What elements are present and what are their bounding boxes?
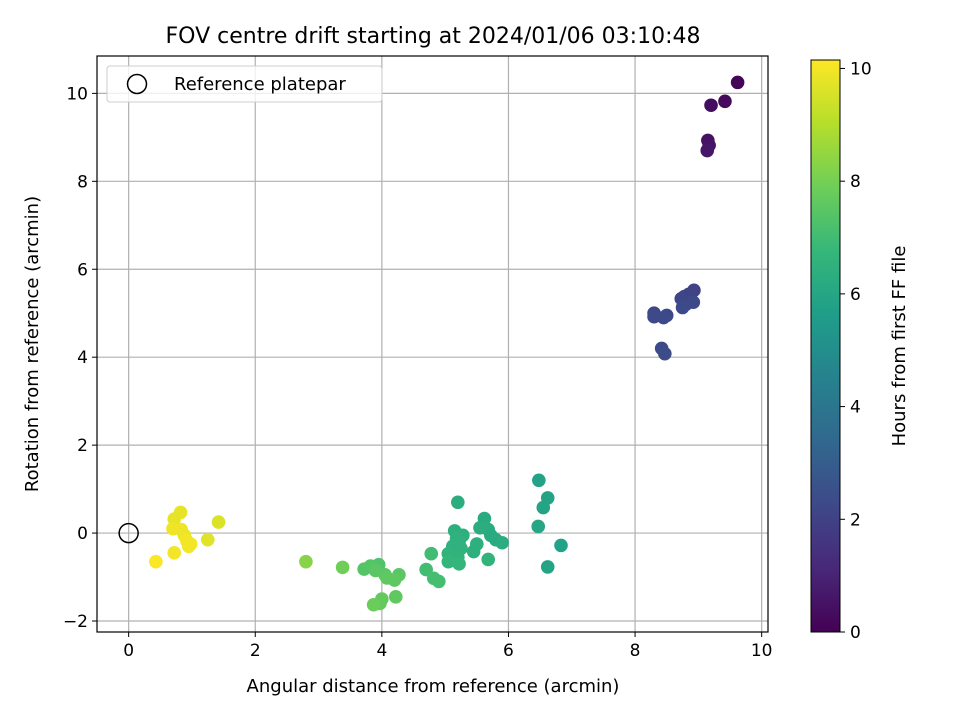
data-point — [452, 557, 466, 571]
data-point — [730, 75, 745, 90]
colorbar-gradient — [810, 59, 841, 633]
y-tick-label: 8 — [77, 172, 88, 192]
x-tick-label: 6 — [503, 641, 514, 661]
y-tick-label: 2 — [77, 436, 88, 456]
data-point — [481, 552, 496, 567]
axis-ticks: 0 2 4 6 8 10 −2 0 2 4 6 8 10 — [63, 84, 773, 661]
colorbar-tick-label: 0 — [850, 623, 861, 643]
legend-box — [106, 65, 383, 103]
data-point — [149, 554, 163, 569]
data-point — [532, 473, 546, 488]
data-point — [531, 519, 546, 534]
y-tick-label: 10 — [66, 84, 88, 104]
x-tick-label: 8 — [630, 641, 641, 661]
data-point — [335, 560, 350, 575]
legend-entry-reference-platepar: Reference platepar — [174, 74, 346, 95]
x-tick-label: 10 — [751, 641, 773, 661]
data-point — [495, 535, 509, 550]
data-point — [211, 515, 226, 529]
legend-reference-marker — [126, 73, 148, 95]
data-point — [441, 554, 456, 569]
x-tick-label: 2 — [250, 641, 261, 661]
colorbar-ticks: 0 2 4 6 8 10 — [840, 59, 872, 643]
x-tick-label: 4 — [376, 641, 387, 661]
data-point — [704, 98, 718, 113]
colorbar-tick-label: 4 — [850, 398, 861, 418]
x-tick-label: 0 — [123, 641, 134, 661]
data-point — [181, 539, 196, 554]
data-point — [536, 500, 551, 515]
data-points — [118, 75, 745, 612]
data-point — [686, 295, 701, 310]
chart-title: FOV centre drift starting at 2024/01/06 … — [166, 24, 701, 49]
data-point — [299, 554, 313, 569]
data-point — [357, 562, 371, 576]
x-axis-label: Angular distance from reference (arcmin) — [247, 676, 620, 697]
data-point — [451, 495, 465, 510]
colorbar-label: Hours from first FF file — [889, 246, 910, 447]
data-point — [656, 310, 671, 325]
colorbar-tick-label: 2 — [850, 510, 861, 530]
data-point — [540, 560, 555, 574]
data-point — [554, 538, 568, 553]
colorbar-tick-label: 8 — [850, 172, 861, 192]
data-point — [366, 597, 381, 612]
data-point — [388, 590, 403, 604]
data-point — [419, 562, 433, 577]
data-point — [432, 574, 446, 589]
colorbar: 0 2 4 6 8 10 Hours from first FF file — [810, 59, 910, 643]
data-point — [424, 546, 439, 561]
legend: Reference platepar — [106, 65, 383, 103]
data-point — [718, 94, 732, 109]
colorbar-tick-label: 10 — [850, 59, 872, 79]
data-point — [700, 143, 715, 158]
data-point — [675, 300, 690, 315]
data-point — [387, 573, 402, 587]
y-axis-label: Rotation from reference (arcmin) — [22, 196, 43, 492]
y-tick-label: 0 — [77, 524, 88, 544]
plot-frame — [96, 55, 769, 633]
y-tick-label: −2 — [63, 612, 88, 632]
y-tick-label: 6 — [77, 260, 88, 280]
data-point — [466, 544, 481, 559]
y-tick-label: 4 — [77, 348, 88, 368]
data-point — [200, 532, 215, 547]
reference-platepar-marker — [118, 522, 139, 544]
data-point — [658, 346, 672, 361]
colorbar-tick-label: 6 — [850, 285, 861, 305]
data-point — [167, 546, 182, 560]
